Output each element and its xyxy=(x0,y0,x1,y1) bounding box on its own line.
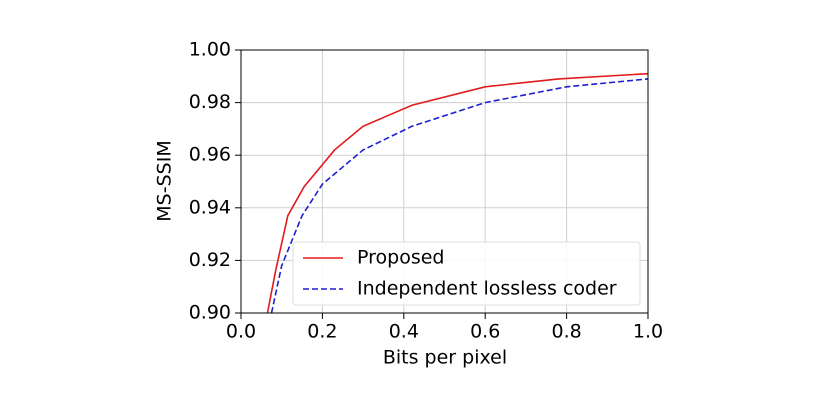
plot-frame xyxy=(240,49,649,314)
series-line xyxy=(266,72,649,314)
x-tick-label: 0.0 xyxy=(226,321,256,343)
legend: Proposed Independent lossless coder xyxy=(292,241,641,306)
y-tick-label: 0.96 xyxy=(189,144,231,166)
y-tick-label: 0.94 xyxy=(189,196,231,218)
series-line xyxy=(270,78,649,314)
legend-label: Proposed xyxy=(357,247,444,269)
y-tick-label: 0.90 xyxy=(189,302,231,324)
x-tick-label: 0.8 xyxy=(551,321,581,343)
x-axis-label: Bits per pixel xyxy=(383,347,507,369)
x-tick-label: 0.2 xyxy=(307,321,337,343)
y-axis-label: MS-SSIM xyxy=(154,140,176,221)
y-tick-label: 0.98 xyxy=(189,91,231,113)
x-tick-label: 0.6 xyxy=(470,321,500,343)
x-tick-label: 1.0 xyxy=(633,321,663,343)
legend-box xyxy=(292,241,641,306)
y-tick-label: 1.00 xyxy=(189,39,231,61)
legend-label: Independent lossless coder xyxy=(357,278,617,300)
y-tick-label: 0.92 xyxy=(189,249,231,271)
x-tick-label: 0.4 xyxy=(389,321,419,343)
